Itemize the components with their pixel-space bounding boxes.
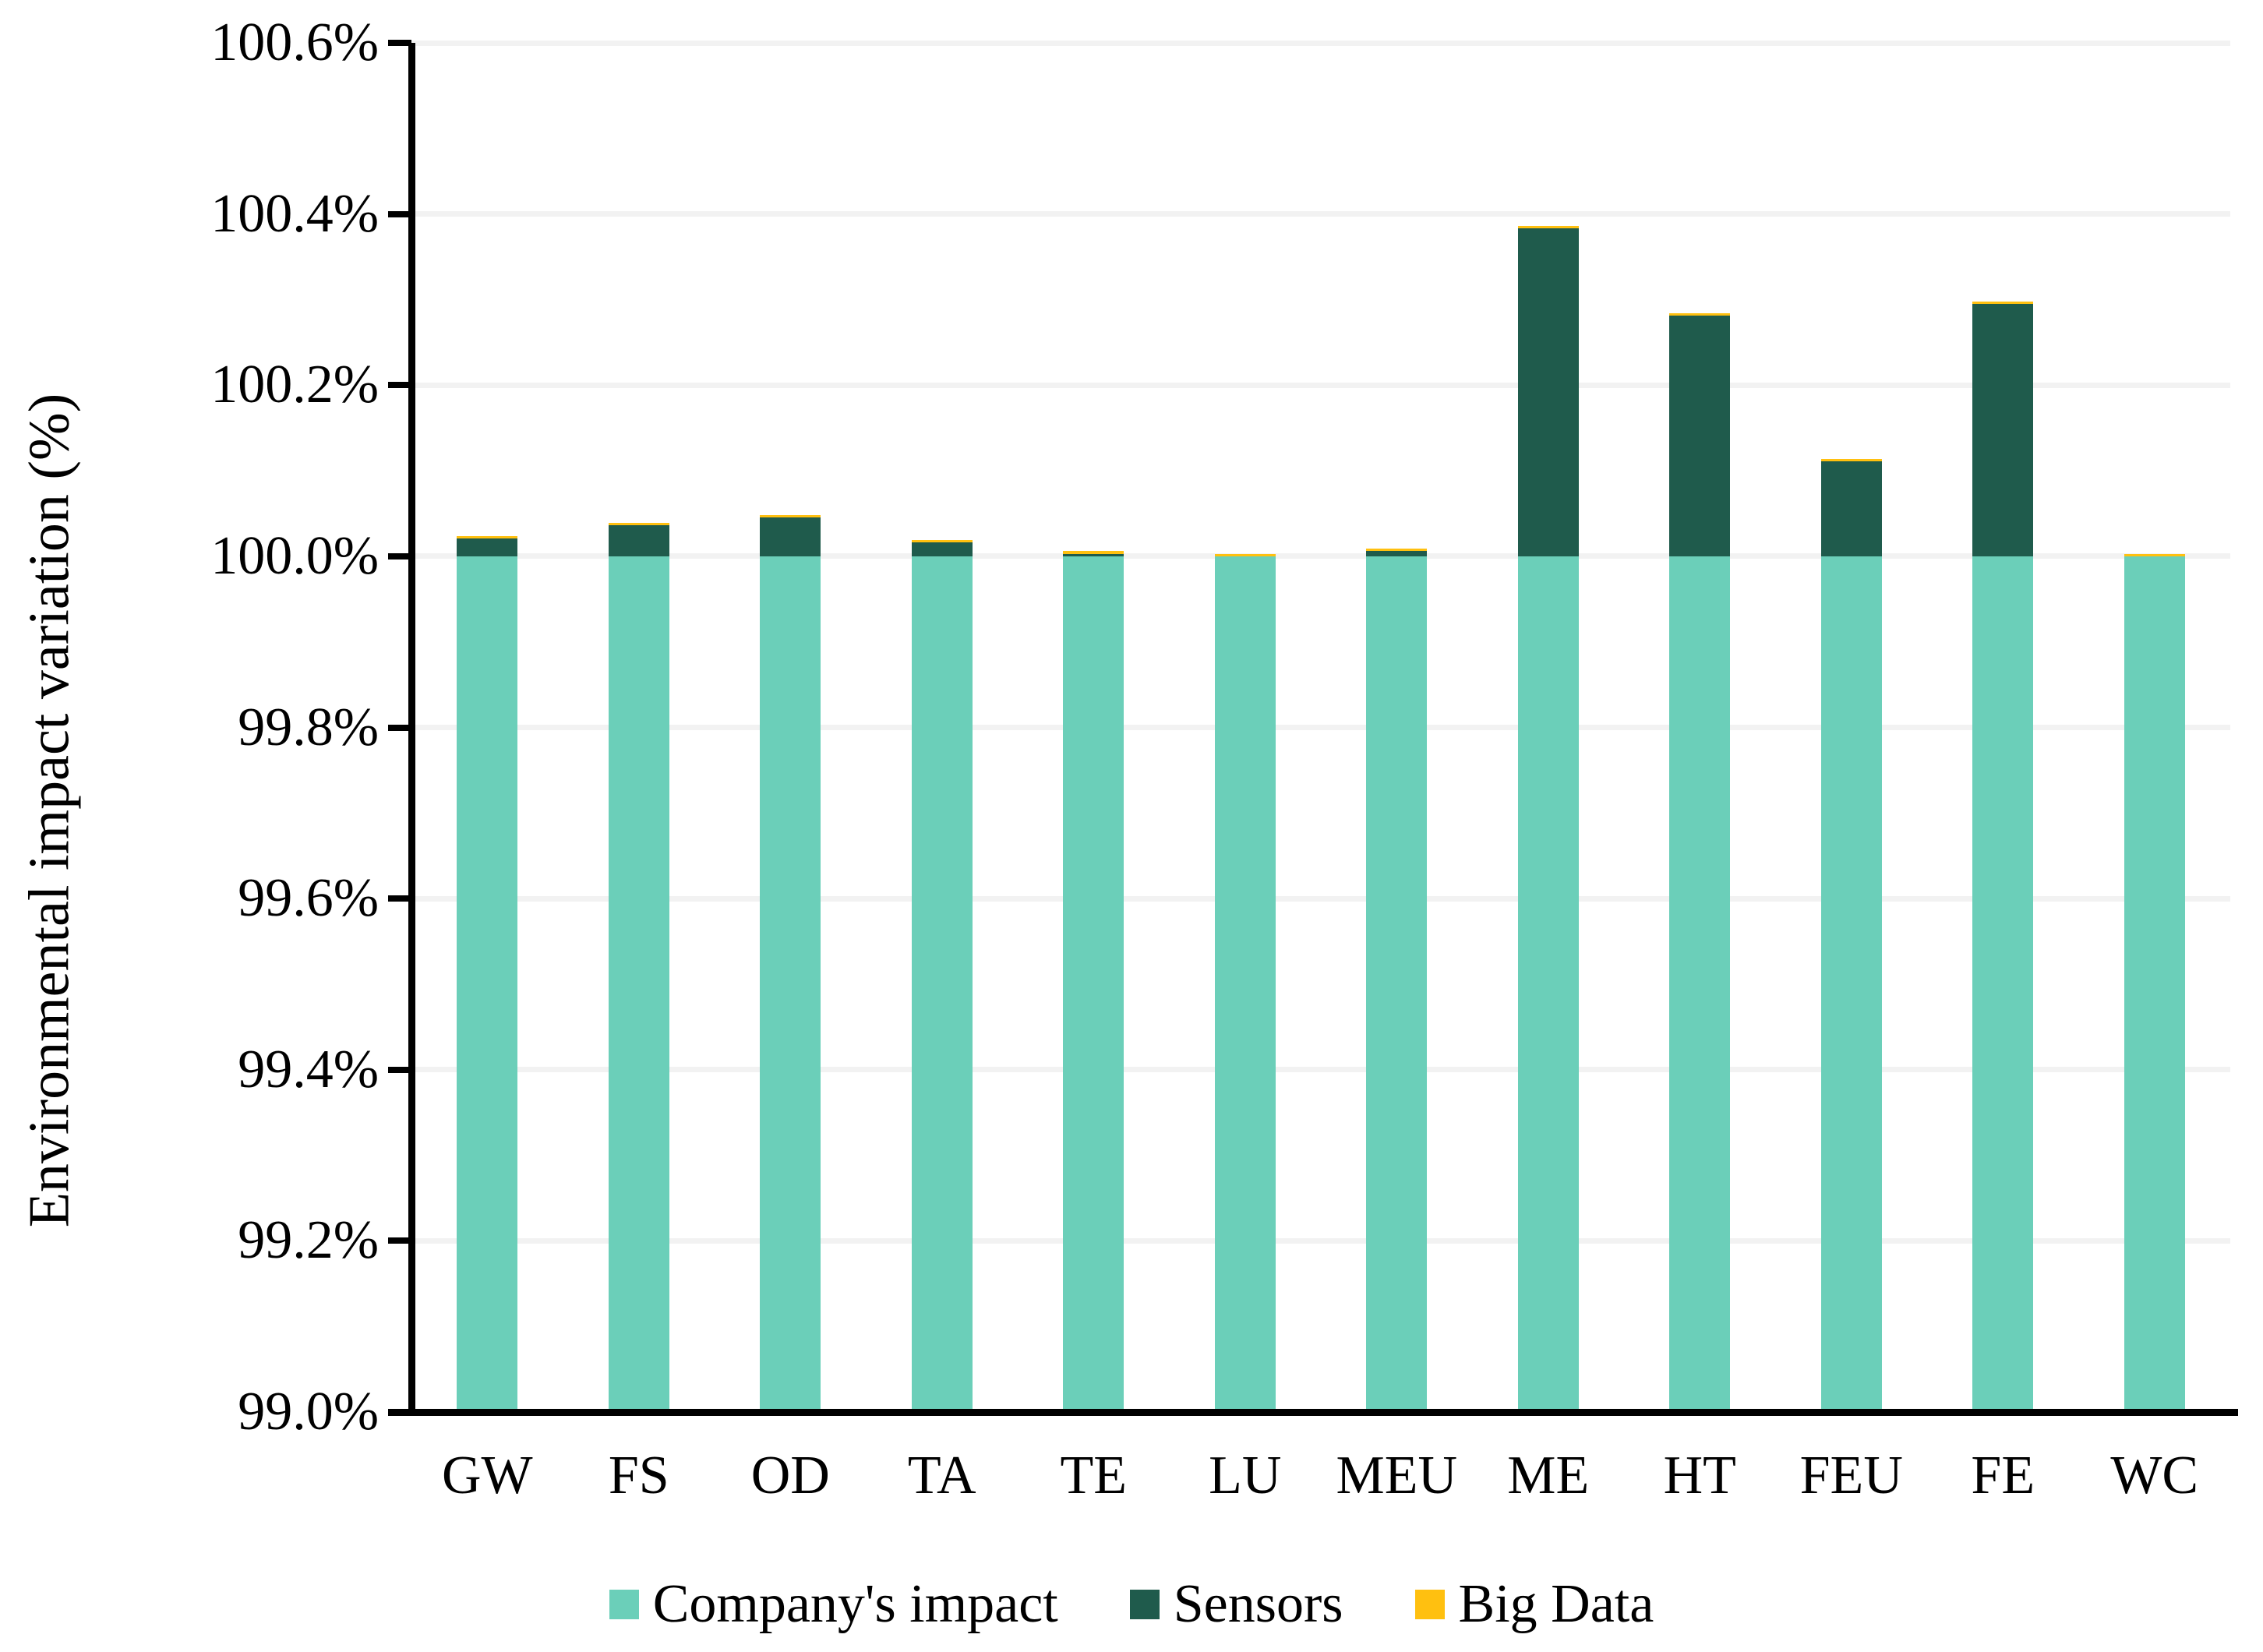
y-tick — [388, 40, 411, 46]
y-tick-label: 100.0% — [210, 525, 379, 586]
y-tick — [388, 210, 411, 217]
bar-segment-sensors-fs — [608, 525, 669, 556]
bar-segment-sensors-fe — [1972, 303, 2034, 556]
legend-label: Sensors — [1173, 1574, 1343, 1634]
y-tick — [388, 1409, 411, 1415]
y-tick — [388, 1066, 411, 1073]
x-category-label: ME — [1507, 1446, 1590, 1506]
gridline — [411, 725, 2230, 730]
bar-segment-company-s-impact-lu — [1214, 556, 1276, 1412]
x-category-label: TA — [907, 1446, 976, 1506]
bar-segment-sensors-me — [1517, 228, 1579, 556]
bar-segment-big-data-wc — [2124, 553, 2185, 556]
bar-segment-company-s-impact-ta — [911, 556, 973, 1412]
x-category-label: LU — [1209, 1446, 1282, 1506]
bar-segment-big-data-feu — [1820, 458, 1882, 461]
y-axis-title: Environmental impact variation (%) — [17, 393, 82, 1228]
bar-segment-big-data-fe — [1972, 301, 2034, 304]
bar-segment-big-data-lu — [1214, 553, 1276, 556]
y-tick-label: 99.8% — [238, 697, 379, 757]
bar-segment-sensors-od — [760, 517, 821, 556]
bar-segment-sensors-te — [1063, 553, 1124, 556]
y-tick — [388, 724, 411, 731]
bar-segment-sensors-ht — [1669, 316, 1731, 556]
y-tick — [388, 895, 411, 902]
y-tick-label: 99.6% — [238, 868, 379, 929]
bar-segment-sensors-gw — [457, 538, 518, 556]
legend-item: Company's impact — [609, 1576, 1058, 1633]
legend: Company's impact Sensors Big Data — [0, 1562, 2263, 1647]
bar-segment-big-data-te — [1063, 551, 1124, 554]
bar-segment-big-data-od — [760, 515, 821, 518]
x-category-label: HT — [1663, 1446, 1736, 1506]
bar-segment-big-data-gw — [457, 535, 518, 538]
legend-label: Big Data — [1458, 1574, 1654, 1634]
y-tick-label: 100.4% — [210, 183, 379, 244]
legend-label: Company's impact — [652, 1574, 1058, 1634]
bar-segment-company-s-impact-gw — [457, 556, 518, 1412]
bar-segment-big-data-me — [1517, 226, 1579, 229]
bar-segment-company-s-impact-meu — [1366, 556, 1428, 1412]
x-category-label: OD — [750, 1446, 830, 1506]
x-category-label: FS — [608, 1446, 669, 1506]
bar-segment-sensors-feu — [1820, 461, 1882, 556]
x-axis-line — [388, 1409, 2238, 1416]
x-category-label: FE — [1971, 1446, 2035, 1506]
legend-item: Sensors — [1129, 1574, 1343, 1634]
x-category-label: MEU — [1336, 1446, 1458, 1506]
bar-segment-big-data-meu — [1366, 549, 1428, 552]
x-category-label: WC — [2110, 1446, 2199, 1506]
plot-area — [411, 40, 2230, 1412]
x-category-label: GW — [441, 1446, 533, 1506]
y-tick — [388, 382, 411, 389]
y-tick — [388, 552, 411, 559]
x-category-label: FEU — [1799, 1446, 1903, 1506]
gridline — [411, 553, 2230, 559]
y-tick-label: 99.4% — [238, 1039, 379, 1100]
bar-segment-company-s-impact-ht — [1669, 556, 1731, 1412]
legend-swatch — [1129, 1590, 1160, 1619]
y-tick — [388, 1237, 411, 1244]
bar-segment-sensors-ta — [911, 542, 973, 556]
bar-segment-company-s-impact-te — [1063, 556, 1124, 1412]
y-axis-line — [408, 43, 415, 1416]
bar-segment-company-s-impact-od — [760, 556, 821, 1412]
gridline — [411, 895, 2230, 902]
gridline — [411, 211, 2230, 217]
y-tick-label: 99.0% — [238, 1382, 379, 1442]
bar-segment-big-data-fs — [608, 523, 669, 526]
legend-item: Big Data — [1414, 1574, 1654, 1634]
bar-segment-sensors-meu — [1366, 551, 1428, 556]
bar-segment-big-data-ta — [911, 540, 973, 543]
x-category-label: TE — [1060, 1446, 1128, 1506]
bar-segment-company-s-impact-wc — [2124, 556, 2185, 1412]
bar-segment-company-s-impact-fs — [608, 556, 669, 1412]
gridline — [411, 1067, 2230, 1073]
bar-segment-company-s-impact-feu — [1820, 556, 1882, 1412]
gridline — [411, 40, 2230, 46]
legend-swatch — [609, 1590, 639, 1619]
y-tick-label: 100.6% — [210, 12, 379, 72]
y-tick-label: 100.2% — [210, 355, 379, 415]
gridline — [411, 382, 2230, 388]
legend-swatch — [1414, 1590, 1445, 1619]
bar-segment-company-s-impact-fe — [1972, 556, 2034, 1412]
gridline — [411, 1237, 2230, 1244]
y-tick-label: 99.2% — [238, 1210, 379, 1271]
bar-segment-company-s-impact-me — [1517, 556, 1579, 1412]
bar-segment-big-data-ht — [1669, 313, 1731, 316]
